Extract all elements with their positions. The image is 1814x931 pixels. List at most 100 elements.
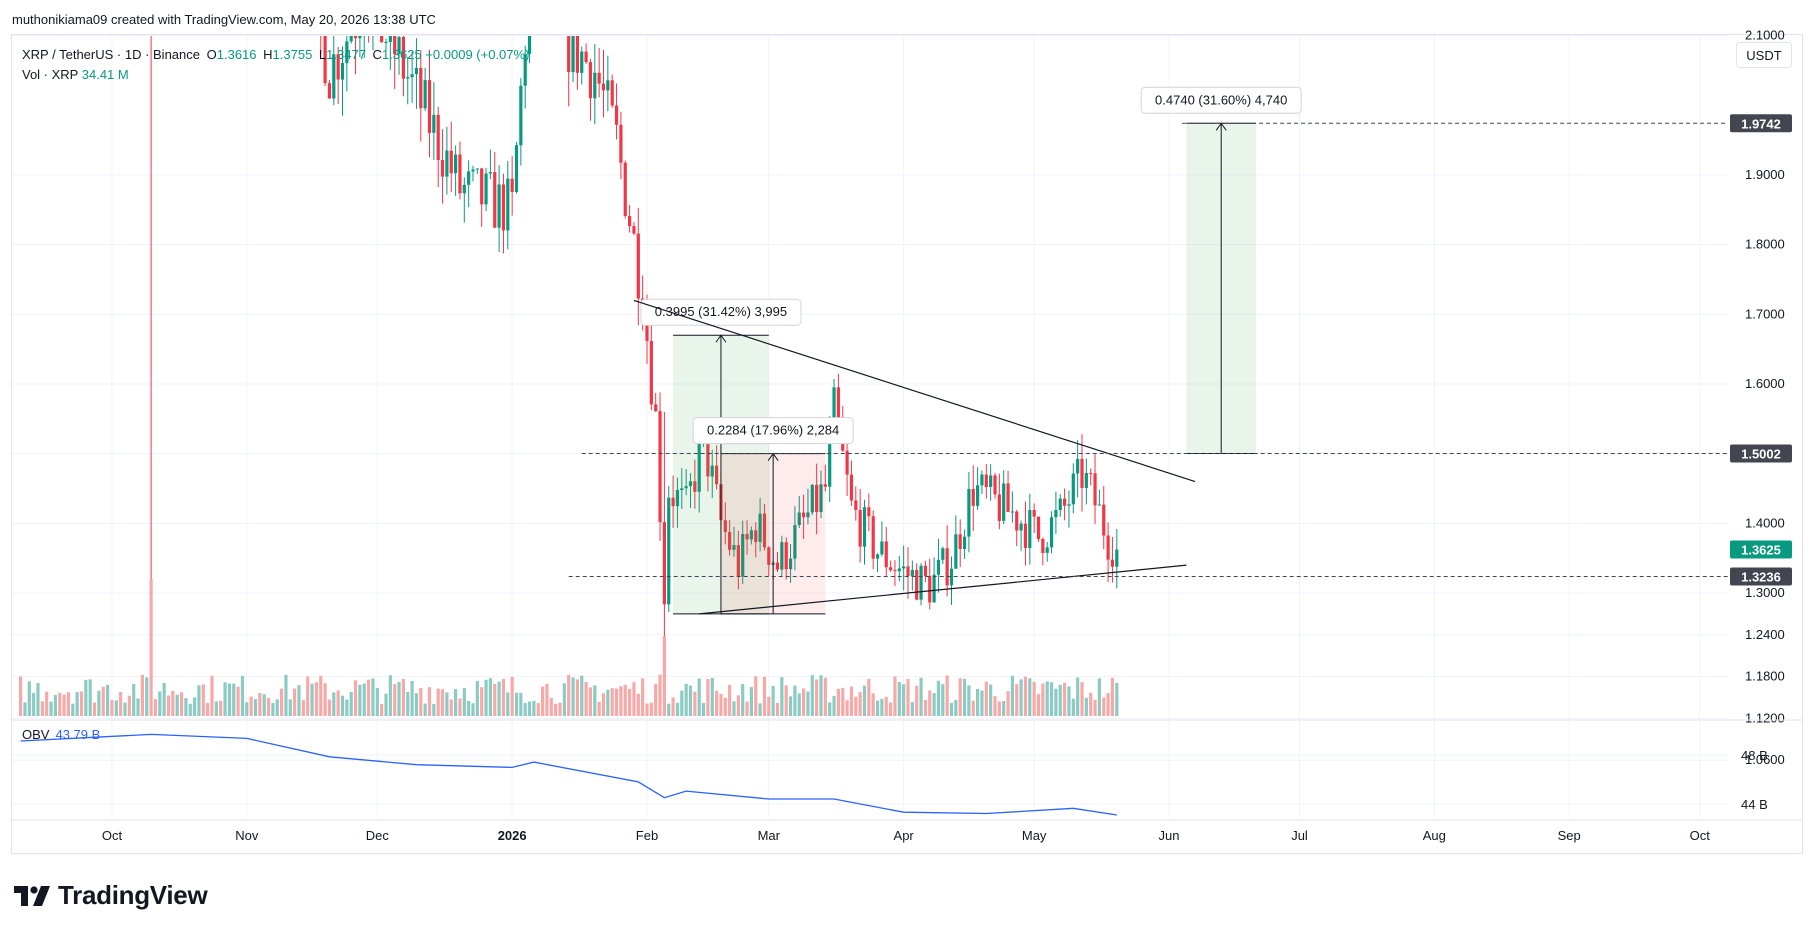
volume-bar: [945, 675, 949, 716]
obv-label[interactable]: OBV: [22, 727, 50, 742]
candle-body: [741, 534, 745, 577]
volume-bar: [1032, 681, 1036, 716]
candle-body: [775, 562, 780, 570]
volume-bar: [1041, 683, 1045, 716]
volume-bar: [532, 701, 536, 716]
candle-body: [1006, 483, 1010, 512]
volume-bar: [462, 688, 466, 716]
volume-bar: [1102, 697, 1106, 716]
candle-body: [671, 497, 675, 507]
volume-bar: [928, 690, 932, 716]
volume-bar: [97, 690, 101, 716]
volume-bar: [314, 682, 318, 716]
volume-bar: [667, 703, 671, 716]
volume-bar: [523, 703, 527, 716]
candle-body: [384, 41, 388, 43]
volume-bar: [884, 696, 888, 716]
symbol-label[interactable]: XRP / TetherUS · 1D · Binance: [22, 47, 200, 62]
price-level-tag: [1730, 114, 1792, 133]
open-value: 1.3616: [216, 47, 257, 62]
candle-body: [684, 486, 688, 489]
candle-body: [323, 36, 327, 84]
volume-bar: [349, 691, 353, 716]
candle-body: [915, 569, 919, 600]
volume-bar: [923, 700, 927, 716]
volume-bar: [549, 697, 553, 716]
price-level-tag-label: 1.9742: [1741, 116, 1781, 131]
volume-bars-group: [19, 579, 1119, 716]
x-tick-label: Jun: [1159, 828, 1180, 843]
volume-legend-row: Vol · XRP 34.41 M: [22, 65, 529, 85]
volume-bar: [941, 684, 945, 716]
volume-bar: [588, 687, 593, 716]
volume-bar: [197, 685, 201, 716]
volume-bar: [284, 674, 288, 716]
volume-bar: [1006, 691, 1010, 716]
volume-bar: [628, 688, 632, 716]
volume-bar: [580, 675, 584, 716]
volume-bar: [567, 674, 571, 716]
volume-bar: [810, 675, 814, 716]
volume-bar: [480, 687, 484, 716]
volume-bar: [1036, 694, 1041, 716]
candle-body: [467, 171, 471, 185]
volume-bar: [875, 700, 880, 716]
volume-bar: [419, 687, 423, 716]
candle-body: [984, 474, 988, 487]
low-value: 1.3477: [326, 47, 366, 62]
measure-arrow-head: [715, 334, 727, 343]
volume-bar: [275, 699, 279, 716]
candle-body: [662, 522, 666, 605]
volume-bar: [636, 693, 640, 716]
volume-bar: [249, 696, 253, 716]
volume-bar: [388, 675, 392, 716]
candle-body: [1110, 559, 1115, 567]
volume-bar: [1023, 676, 1028, 716]
volume-bar: [27, 681, 31, 716]
currency-unit-button[interactable]: USDT: [1736, 42, 1792, 68]
price-level-tag: [1730, 444, 1792, 463]
volume-bar: [1063, 682, 1067, 716]
obv-tick-label: 44 B: [1741, 797, 1768, 812]
candle-body: [345, 41, 349, 64]
volume-bar: [497, 681, 501, 716]
volume-bar: [889, 702, 893, 716]
candle-body: [632, 226, 636, 234]
measure-label-box: [692, 417, 854, 445]
candle-body: [571, 36, 575, 73]
candle-body: [593, 72, 597, 99]
candle-body: [980, 474, 984, 486]
volume-bar: [936, 680, 941, 716]
volume-bar: [323, 683, 327, 716]
candle-body: [732, 545, 736, 550]
volume-bar: [253, 699, 258, 716]
candle-body: [802, 512, 806, 518]
candle-body: [558, 0, 561, 15]
volume-bar: [723, 697, 727, 716]
candle-body: [523, 53, 527, 86]
volume-bar: [671, 697, 675, 716]
volume-bar: [610, 688, 614, 716]
volume-value: 34.41 M: [81, 67, 129, 82]
candle-body: [432, 114, 436, 133]
volume-bar: [554, 703, 558, 716]
candle-body: [993, 475, 997, 495]
volume-bar: [771, 685, 775, 716]
volume-bar: [1058, 684, 1062, 716]
volume-bar: [106, 684, 110, 716]
candle-body: [1102, 504, 1106, 536]
volume-label[interactable]: Vol · XRP: [22, 67, 79, 82]
volume-bar: [641, 678, 645, 716]
candle-body: [971, 488, 975, 506]
volume-bar: [545, 683, 549, 716]
volume-bar: [919, 677, 923, 716]
volume-bar: [219, 700, 223, 716]
tradingview-logo[interactable]: TradingView: [14, 880, 208, 911]
volume-bar: [775, 702, 780, 716]
candle-body: [636, 233, 640, 299]
candle-body: [363, 29, 366, 35]
volume-bar: [1045, 681, 1049, 716]
volume-bar: [236, 686, 240, 716]
volume-bar: [606, 689, 610, 716]
